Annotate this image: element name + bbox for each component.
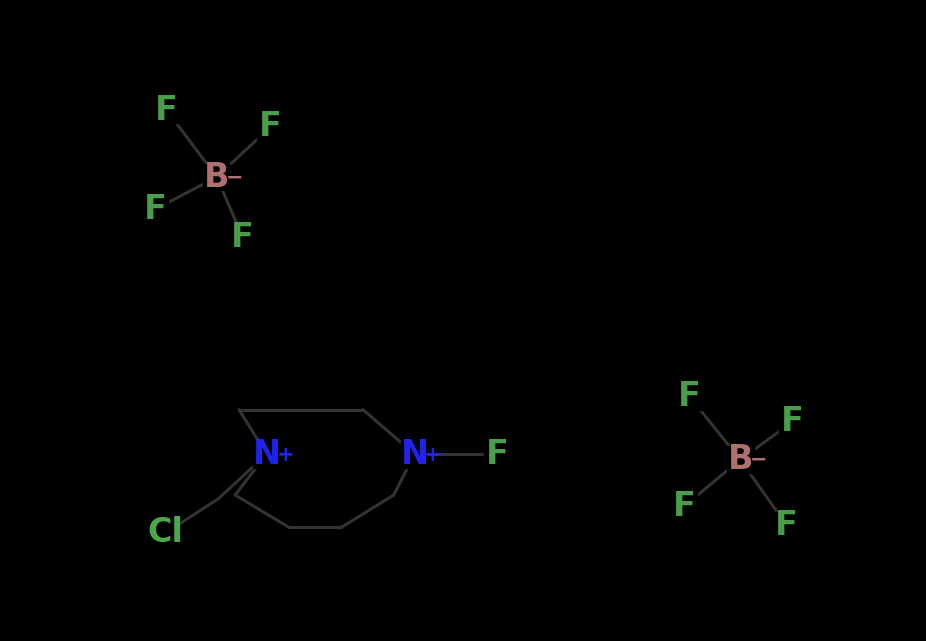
Text: B: B <box>204 160 230 194</box>
Bar <box>401 441 428 467</box>
Bar <box>676 383 703 410</box>
Bar <box>727 446 754 473</box>
Text: F: F <box>485 438 508 470</box>
Bar <box>254 441 280 467</box>
Text: Cl: Cl <box>148 516 183 549</box>
Text: F: F <box>775 508 798 542</box>
Bar <box>230 224 257 251</box>
Text: F: F <box>144 193 167 226</box>
Bar <box>257 113 284 140</box>
Bar <box>153 519 179 546</box>
Bar <box>773 512 800 538</box>
Text: F: F <box>672 490 695 523</box>
Text: N: N <box>400 438 429 470</box>
Text: −: − <box>750 450 768 470</box>
Text: B: B <box>728 443 753 476</box>
Bar <box>780 408 806 435</box>
Text: +: + <box>424 445 442 465</box>
Text: +: + <box>276 445 294 465</box>
Text: F: F <box>782 405 804 438</box>
Text: F: F <box>232 221 255 254</box>
Bar <box>670 494 697 520</box>
Text: F: F <box>259 110 282 144</box>
Bar <box>142 196 169 222</box>
Text: F: F <box>156 94 178 126</box>
Bar <box>154 97 180 123</box>
Text: −: − <box>226 167 244 187</box>
Bar <box>204 163 230 190</box>
Text: N: N <box>253 438 281 470</box>
Text: F: F <box>678 380 701 413</box>
Bar <box>483 441 510 467</box>
